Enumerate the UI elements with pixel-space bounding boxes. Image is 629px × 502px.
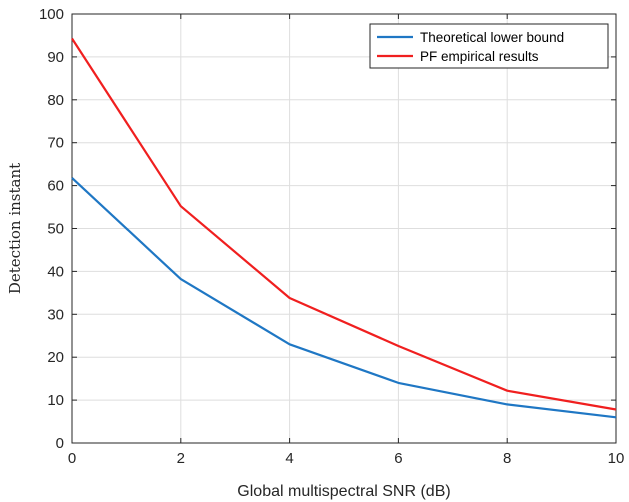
y-tick-label: 80 bbox=[47, 92, 64, 109]
y-tick-label: 70 bbox=[47, 135, 64, 152]
y-tick-label: 0 bbox=[56, 435, 64, 452]
x-tick-label: 4 bbox=[285, 450, 293, 467]
legend-label: Theoretical lower bound bbox=[420, 30, 564, 45]
x-tick-label: 0 bbox=[68, 450, 76, 467]
y-axis-label: Detection instant bbox=[6, 163, 24, 294]
series-line-1 bbox=[71, 177, 617, 419]
y-tick-label: 20 bbox=[47, 349, 64, 366]
y-tick-label: 90 bbox=[47, 49, 64, 66]
y-tick-label: 50 bbox=[47, 221, 64, 238]
x-tick-label: 2 bbox=[177, 450, 185, 467]
series-line-2 bbox=[71, 37, 617, 411]
x-tick-label: 6 bbox=[394, 450, 402, 467]
x-axis-label: Global multispectral SNR (dB) bbox=[237, 483, 450, 500]
series-lines bbox=[71, 37, 617, 419]
legend-box bbox=[369, 23, 609, 69]
y-tick-label: 10 bbox=[47, 392, 64, 409]
x-tick-label: 8 bbox=[503, 450, 511, 467]
legend-label: PF empirical results bbox=[420, 49, 539, 64]
grid bbox=[71, 13, 617, 444]
y-tick-label: 30 bbox=[47, 306, 64, 323]
x-tick-label: 10 bbox=[608, 450, 625, 467]
y-tick-label: 40 bbox=[47, 263, 64, 280]
y-tick-label: 100 bbox=[39, 6, 64, 23]
legend: Theoretical lower bound PF empirical resu… bbox=[369, 23, 609, 69]
y-tick-label: 60 bbox=[47, 178, 64, 195]
